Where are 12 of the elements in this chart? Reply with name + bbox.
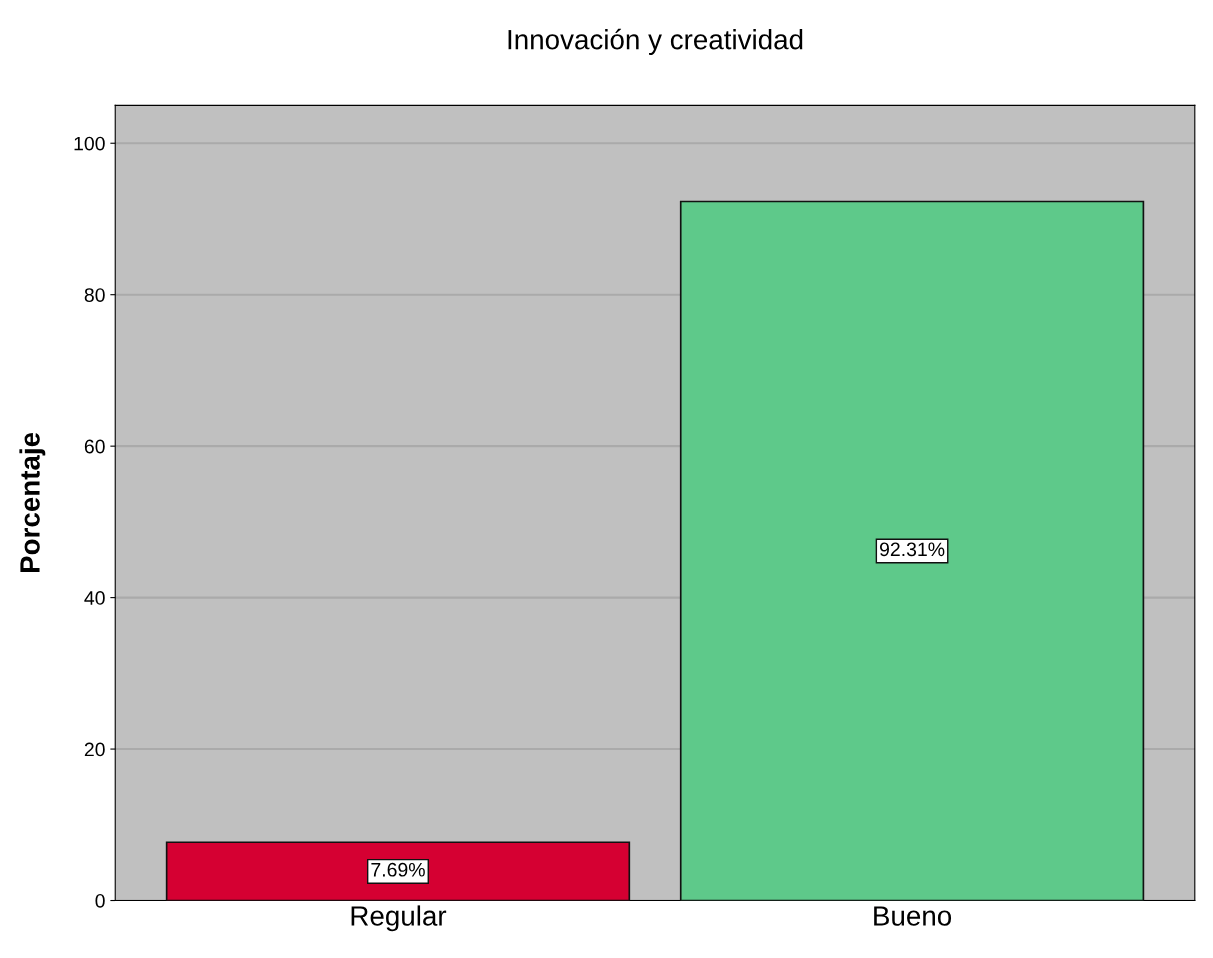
data-label: 92.31%	[880, 542, 945, 557]
data-label: 7.69%	[371, 862, 425, 877]
y-tick-label: 80	[84, 288, 105, 302]
y-tick-label: 60	[84, 439, 105, 454]
y-tick-label: 0	[95, 893, 105, 908]
y-tick-label: 40	[84, 591, 105, 605]
y-tick-label: 100	[74, 136, 105, 151]
chart-title: Innovación y creatividad	[508, 28, 803, 55]
x-tick-label: Regular	[351, 905, 447, 932]
y-axis-title: Porcentaje	[19, 432, 46, 573]
y-tick-label: 20	[84, 742, 105, 757]
x-tick-label: Bueno	[874, 906, 952, 926]
